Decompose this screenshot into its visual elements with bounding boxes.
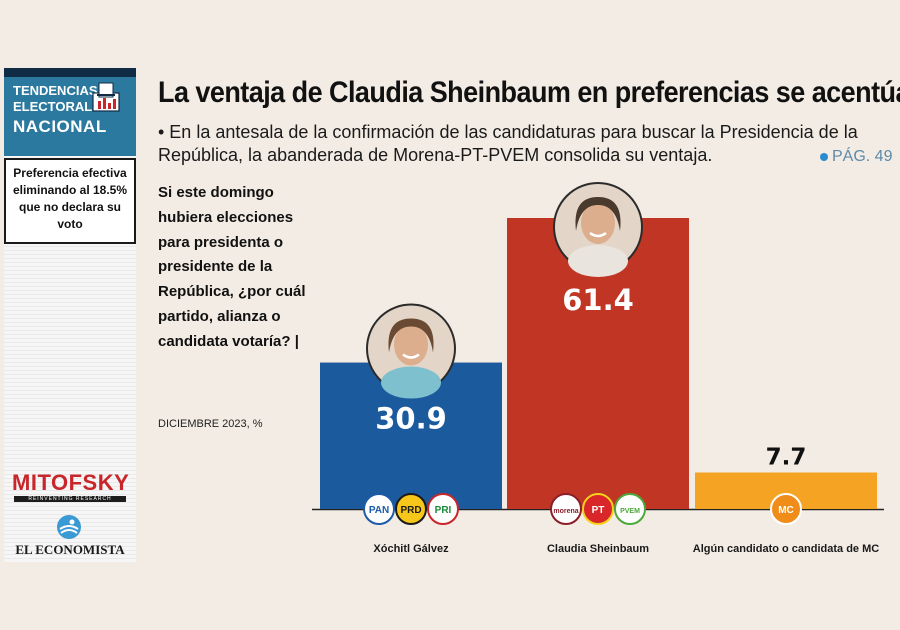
data-label: 61.4 [562,283,634,317]
pollster-tagline: REINVENTING RESEARCH [14,496,126,502]
party-logo [770,493,802,525]
note-line: voto [57,217,83,231]
sidebar: TENDENCIAS ELECTORALES NACIONAL Preferen… [4,68,136,562]
candidate-avatar [553,182,643,277]
party-logo [582,493,614,525]
candidate-avatar [366,303,456,399]
party-logo [427,493,459,525]
category-label: Xóchitl Gálvez [373,543,449,555]
publisher-name: EL ECONOMISTA [15,542,125,557]
methodology-note: Preferencia efectiva eliminando al 18.5%… [4,158,136,244]
subtitle: • En la antesala de la confirmación de l… [158,122,858,165]
data-label: 7.7 [766,445,807,471]
tag-line-2: ELECTORALES [13,99,110,114]
party-logo-label: PRI [435,505,452,516]
page-reference: PÁG. 49 [820,148,892,166]
party-logo [614,493,646,525]
tag-line-3: NACIONAL [13,117,107,136]
survey-date: DICIEMBRE 2023, % [158,418,263,430]
party-logo [550,493,582,525]
tag-line-1: TENDENCIAS [13,83,98,98]
party-logo-label: PRD [400,505,421,516]
party-logo-label: morena [553,508,578,515]
note-line: eliminando al 18.5% [12,183,128,197]
data-label: 30.9 [375,402,447,436]
note-line: Preferencia efectiva [13,166,127,180]
category-label: Claudia Sheinbaum [547,543,649,555]
survey-question: Si este domingo hubiera elecciones para … [158,184,306,350]
party-logo-label: PAN [369,505,389,516]
party-logo [363,493,395,525]
section-tag: TENDENCIAS ELECTORALES NACIONAL [4,68,136,156]
party-logo-label: PVEM [620,508,640,515]
pollster-logo: MITOFSKY [12,470,130,495]
ballot-box-icon [92,82,120,112]
note-line: que no declara su [18,200,122,214]
page-title: La ventaja de Claudia Sheinbaum en prefe… [158,76,900,109]
page-ref-label: PÁG. 49 [832,148,893,165]
party-logo-label: MC [778,505,794,516]
category-label: Algún candidato o candidata de MC [693,543,879,555]
party-logo-label: PT [592,505,605,516]
party-logo [395,493,427,525]
publisher-globe-icon [57,515,81,539]
bullet-dot-icon [820,152,828,161]
